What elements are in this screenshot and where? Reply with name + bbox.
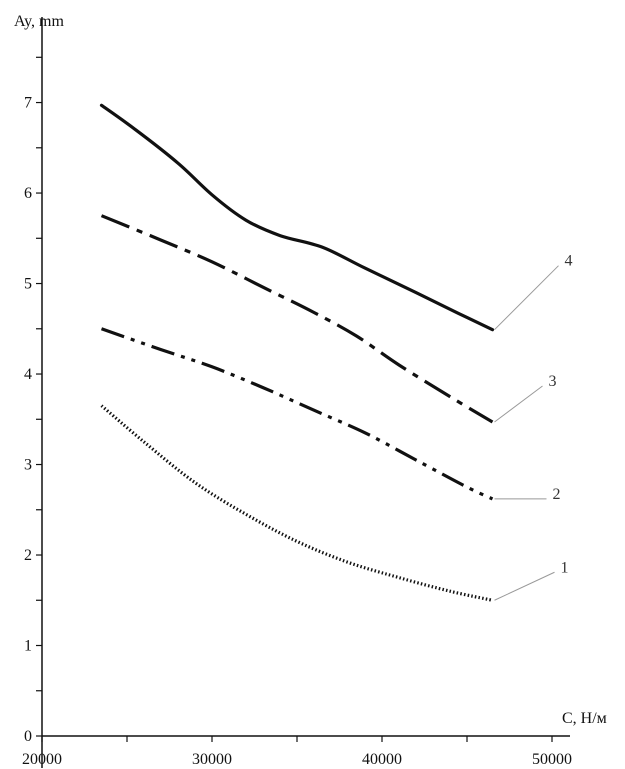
x-axis-label: C, Н/м [562, 710, 607, 727]
leader-line-1 [494, 571, 555, 601]
x-ticks: 20000 30000 40000 50000 [22, 736, 572, 768]
y-tick-label: 4 [24, 366, 32, 383]
series-line-4 [99, 103, 495, 332]
y-tick-label: 7 [24, 95, 32, 112]
y-tick-label: 1 [24, 638, 32, 655]
curve-label-1: 1 [561, 559, 569, 576]
curve-label-3: 3 [549, 373, 557, 390]
leader-line-3 [494, 385, 543, 423]
y-tick-label: 3 [24, 457, 32, 474]
x-tick-label: 20000 [22, 751, 62, 768]
y-tick-label: 0 [24, 728, 32, 745]
series-line-1 [100, 404, 493, 602]
x-tick-label: 50000 [532, 751, 572, 768]
series-layer [99, 103, 495, 602]
y-tick-label: 2 [24, 547, 32, 564]
curve-label-2: 2 [553, 486, 561, 503]
series-line-3 [100, 214, 494, 424]
y-ticks: 0 1 2 3 4 5 6 7 [24, 56, 42, 745]
leader-line-4 [494, 265, 559, 331]
curve-label-4: 4 [565, 253, 573, 270]
x-tick-label: 40000 [362, 751, 402, 768]
y-tick-label: 5 [24, 276, 32, 293]
x-tick-label: 30000 [192, 751, 232, 768]
series-line-2 [100, 327, 494, 501]
y-tick-label: 6 [24, 185, 32, 202]
curve-labels: 1 2 3 4 [494, 253, 573, 601]
x-axis: C, Н/м [42, 710, 607, 737]
y-axis-label: Ay, mm [14, 13, 64, 30]
y-axis: Ay, mm [14, 13, 64, 768]
